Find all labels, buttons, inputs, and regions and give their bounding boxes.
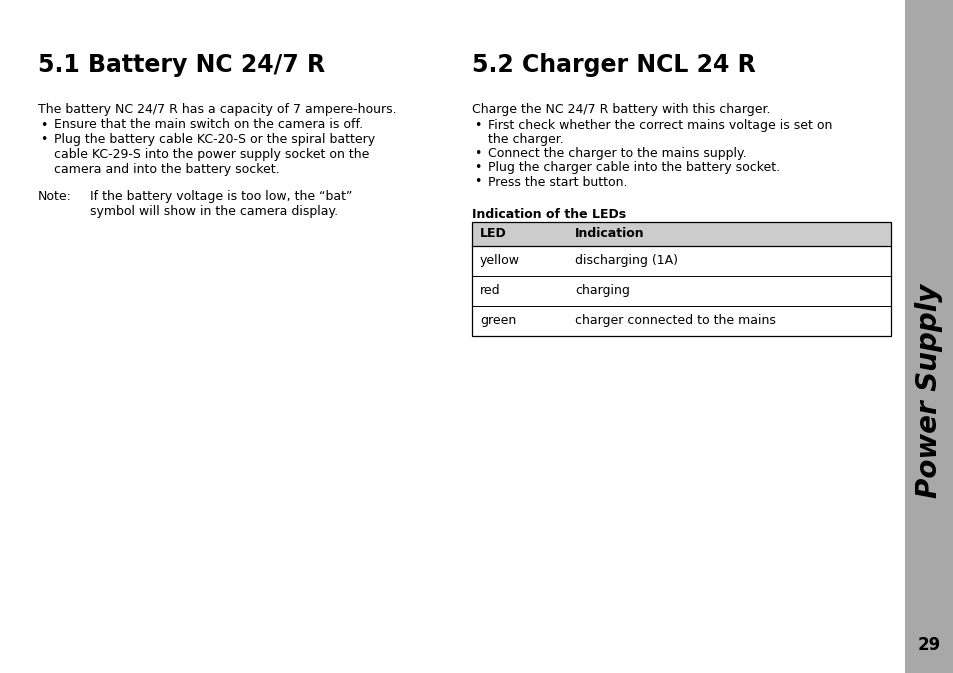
Text: Plug the battery cable KC-20-S or the spiral battery
cable KC-29-S into the powe: Plug the battery cable KC-20-S or the sp… [54, 133, 375, 176]
Text: 29: 29 [917, 636, 941, 654]
Text: green: green [479, 314, 516, 327]
Text: The battery NC 24/7 R has a capacity of 7 ampere-hours.: The battery NC 24/7 R has a capacity of … [38, 103, 396, 116]
Text: •: • [474, 161, 481, 174]
Text: •: • [474, 118, 481, 131]
Text: Indication of the LEDs: Indication of the LEDs [472, 207, 625, 221]
Text: Plug the charger cable into the battery socket.: Plug the charger cable into the battery … [488, 161, 780, 174]
Text: discharging (1A): discharging (1A) [575, 254, 678, 267]
Text: •: • [40, 133, 48, 146]
Text: Press the start button.: Press the start button. [488, 176, 627, 188]
Text: Note:: Note: [38, 190, 71, 203]
Text: •: • [40, 118, 48, 131]
Text: Indication: Indication [575, 227, 644, 240]
Bar [472, 221, 890, 246]
Bar [904, 0, 953, 673]
Bar [472, 221, 890, 336]
Text: First check whether the correct mains voltage is set on
the charger.: First check whether the correct mains vo… [488, 118, 832, 147]
Text: charging: charging [575, 284, 629, 297]
Text: Power Supply: Power Supply [915, 283, 943, 497]
Text: charger connected to the mains: charger connected to the mains [575, 314, 775, 327]
Text: 5.2 Charger NCL 24 R: 5.2 Charger NCL 24 R [472, 53, 755, 77]
Text: Charge the NC 24/7 R battery with this charger.: Charge the NC 24/7 R battery with this c… [472, 103, 770, 116]
Text: Ensure that the main switch on the camera is off.: Ensure that the main switch on the camer… [54, 118, 363, 131]
Text: red: red [479, 284, 500, 297]
Text: If the battery voltage is too low, the “bat”
symbol will show in the camera disp: If the battery voltage is too low, the “… [90, 190, 352, 218]
Text: •: • [474, 147, 481, 160]
Text: •: • [474, 176, 481, 188]
Text: yellow: yellow [479, 254, 519, 267]
Text: LED: LED [479, 227, 506, 240]
Text: 5.1 Battery NC 24/7 R: 5.1 Battery NC 24/7 R [38, 53, 325, 77]
Text: Connect the charger to the mains supply.: Connect the charger to the mains supply. [488, 147, 746, 160]
